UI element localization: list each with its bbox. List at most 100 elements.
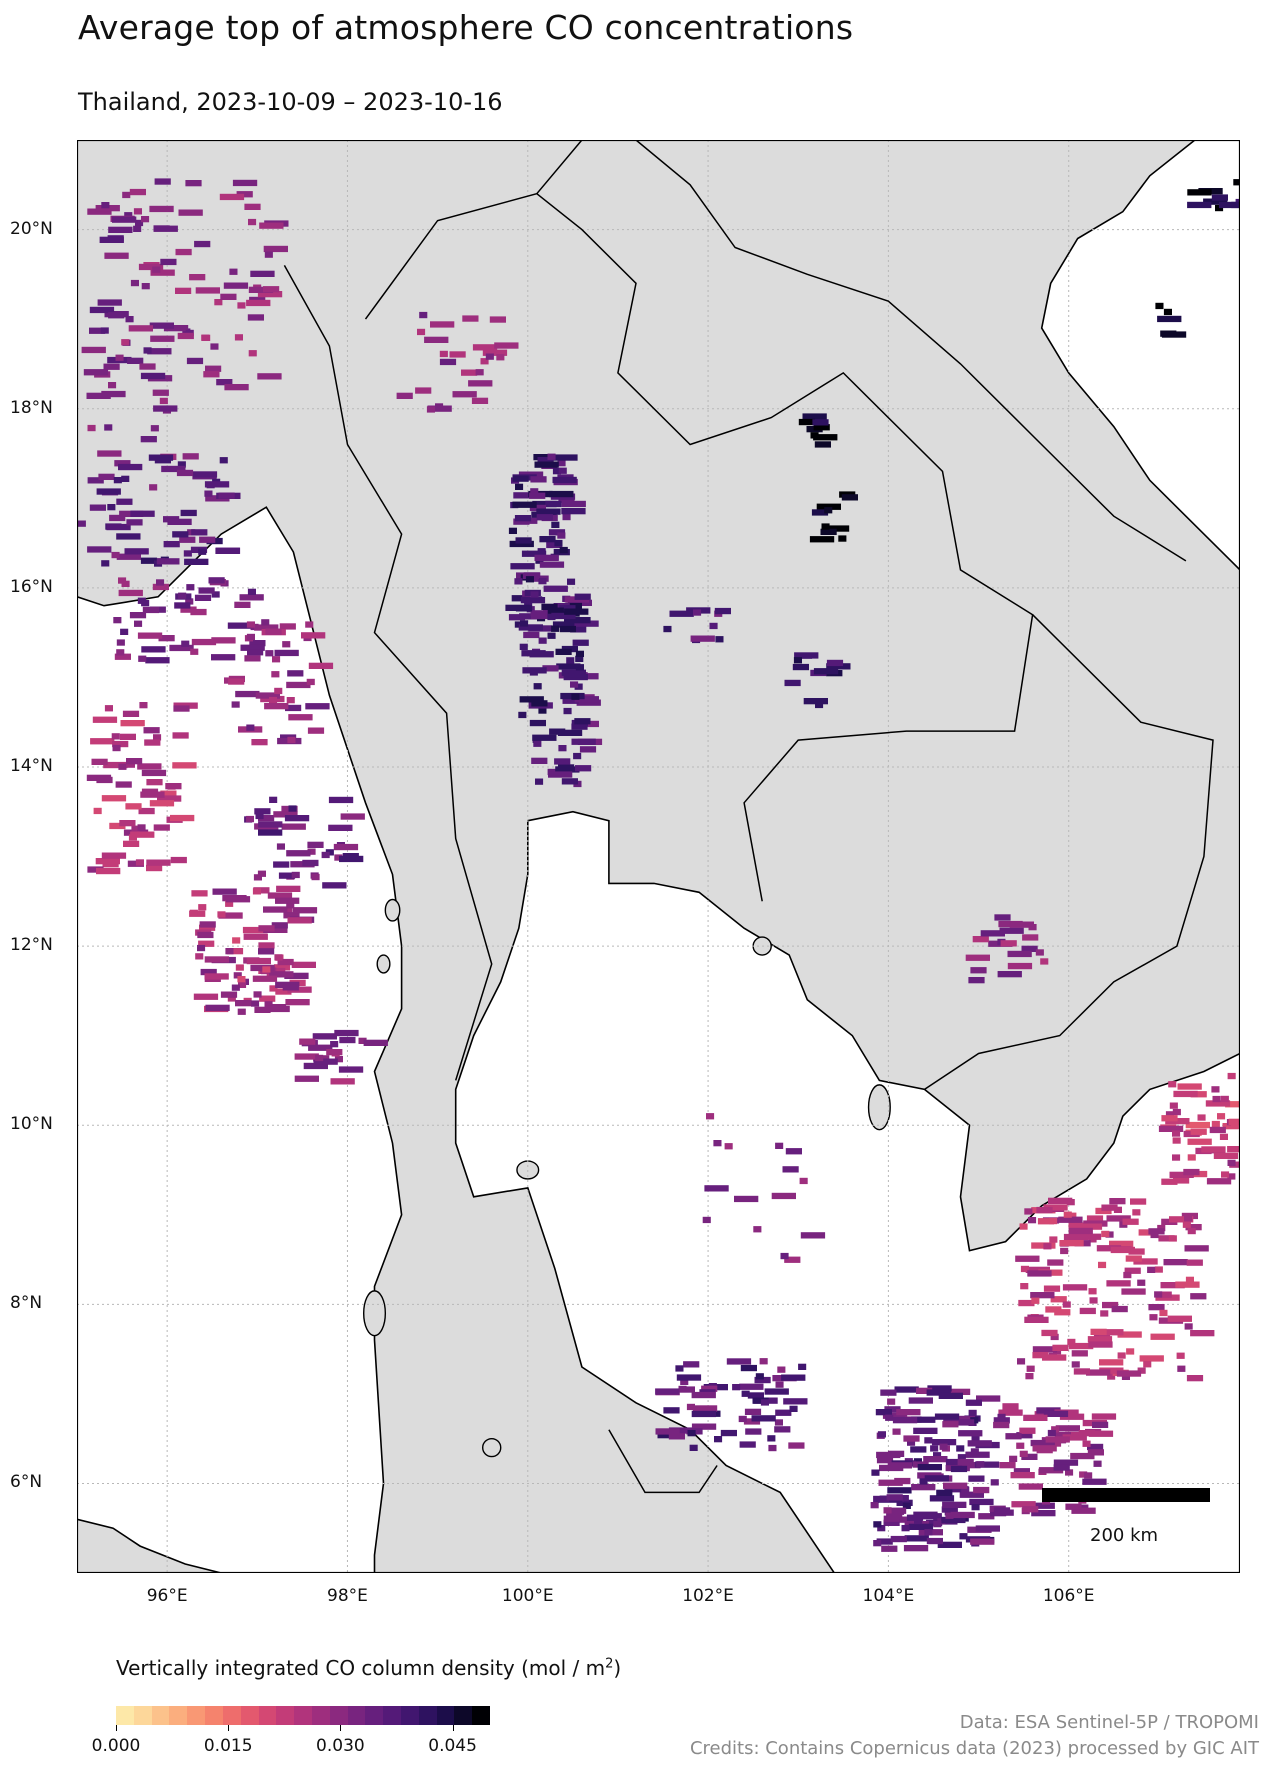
co-pixel (238, 981, 247, 988)
co-pixel (1030, 1502, 1055, 1509)
co-pixel (926, 1537, 943, 1545)
co-pixel (780, 1252, 789, 1260)
co-pixel (809, 536, 835, 543)
co-pixel (1169, 1216, 1194, 1223)
co-pixel (1211, 194, 1228, 201)
co-pixel (871, 1469, 880, 1476)
co-pixel (521, 550, 547, 557)
co-pixel (771, 1192, 796, 1200)
latitude-label: 20°N (10, 218, 53, 239)
co-pixel (1026, 1365, 1035, 1372)
co-pixel (978, 1513, 995, 1520)
co-pixel (913, 1458, 922, 1465)
colorbar-swatch (240, 1706, 259, 1725)
co-pixel (118, 577, 127, 584)
co-pixel (1227, 1173, 1236, 1180)
co-pixel (945, 1388, 971, 1395)
colorbar-swatch (383, 1706, 401, 1725)
co-pixel (1058, 1216, 1083, 1223)
co-pixel (959, 1533, 968, 1540)
co-pixel (535, 778, 544, 785)
co-pixel (534, 554, 559, 561)
co-pixel (305, 703, 330, 710)
co-pixel (124, 212, 133, 219)
co-pixel (227, 995, 236, 1002)
co-pixel (815, 701, 824, 709)
co-pixel (146, 859, 171, 866)
co-pixel (777, 1366, 786, 1373)
co-pixel (220, 991, 238, 998)
co-pixel (187, 529, 196, 536)
co-pixel (123, 840, 140, 847)
co-pixel (1036, 1206, 1053, 1214)
co-pixel (104, 705, 113, 712)
co-pixel (1024, 1208, 1033, 1215)
co-pixel (1043, 1204, 1068, 1211)
co-pixel (529, 504, 546, 512)
map-panel[interactable] (77, 140, 1240, 1573)
co-pixel (430, 321, 455, 328)
co-pixel (176, 469, 194, 477)
co-pixel (140, 557, 158, 564)
co-pixel (1045, 1436, 1070, 1443)
co-pixel (924, 1437, 933, 1444)
co-pixel (285, 704, 302, 712)
co-pixel (240, 644, 265, 651)
co-pixel (1031, 1510, 1056, 1517)
co-pixel (536, 508, 561, 515)
co-pixel (415, 387, 432, 394)
co-pixel (1095, 1207, 1112, 1215)
co-pixel (201, 334, 210, 341)
co-pixel (186, 584, 195, 591)
co-pixel (990, 1479, 999, 1486)
co-pixel (101, 795, 127, 802)
co-pixel (174, 602, 191, 609)
co-pixel (184, 558, 209, 565)
co-pixel (284, 907, 293, 915)
island (867, 1084, 891, 1131)
co-pixel (999, 1462, 1016, 1469)
co-pixel (173, 705, 190, 712)
co-pixel (1186, 1259, 1203, 1266)
co-pixel (159, 397, 168, 405)
co-pixel (739, 1383, 764, 1390)
co-pixel (81, 346, 106, 354)
co-pixel (1087, 1336, 1113, 1343)
co-pixel (970, 967, 987, 974)
map-canvas[interactable] (77, 140, 1240, 1573)
co-pixel (907, 1439, 916, 1446)
co-pixel (892, 1516, 917, 1523)
scale-bar-label: 200 km (1090, 1525, 1159, 1546)
co-pixel (308, 1044, 333, 1051)
co-pixel (933, 1452, 942, 1459)
co-pixel (1121, 1373, 1130, 1380)
co-pixel (112, 216, 137, 223)
co-pixel (128, 834, 137, 841)
co-pixel (157, 795, 182, 802)
co-pixel (534, 461, 559, 468)
co-pixel (203, 371, 220, 378)
co-pixel (794, 652, 819, 659)
co-pixel (143, 347, 152, 354)
co-pixel (104, 424, 113, 431)
co-pixel (759, 1358, 768, 1365)
co-pixel (1219, 1133, 1228, 1140)
co-pixel (307, 841, 324, 848)
co-pixel (900, 1495, 909, 1502)
co-pixel (273, 811, 298, 818)
co-pixel (115, 354, 124, 361)
co-pixel (143, 727, 160, 734)
co-pixel (191, 890, 208, 897)
co-pixel (1133, 1258, 1158, 1265)
co-pixel (908, 1397, 933, 1404)
co-pixel (887, 1462, 912, 1469)
colorbar-swatch (133, 1706, 152, 1725)
co-pixel (886, 1494, 903, 1501)
co-pixel (452, 391, 477, 398)
co-pixel (1169, 1171, 1194, 1178)
co-pixel (1185, 1224, 1202, 1231)
co-pixel (1087, 1449, 1104, 1456)
co-pixel (933, 1521, 942, 1528)
co-pixel (903, 1435, 920, 1442)
co-pixel (784, 679, 801, 687)
